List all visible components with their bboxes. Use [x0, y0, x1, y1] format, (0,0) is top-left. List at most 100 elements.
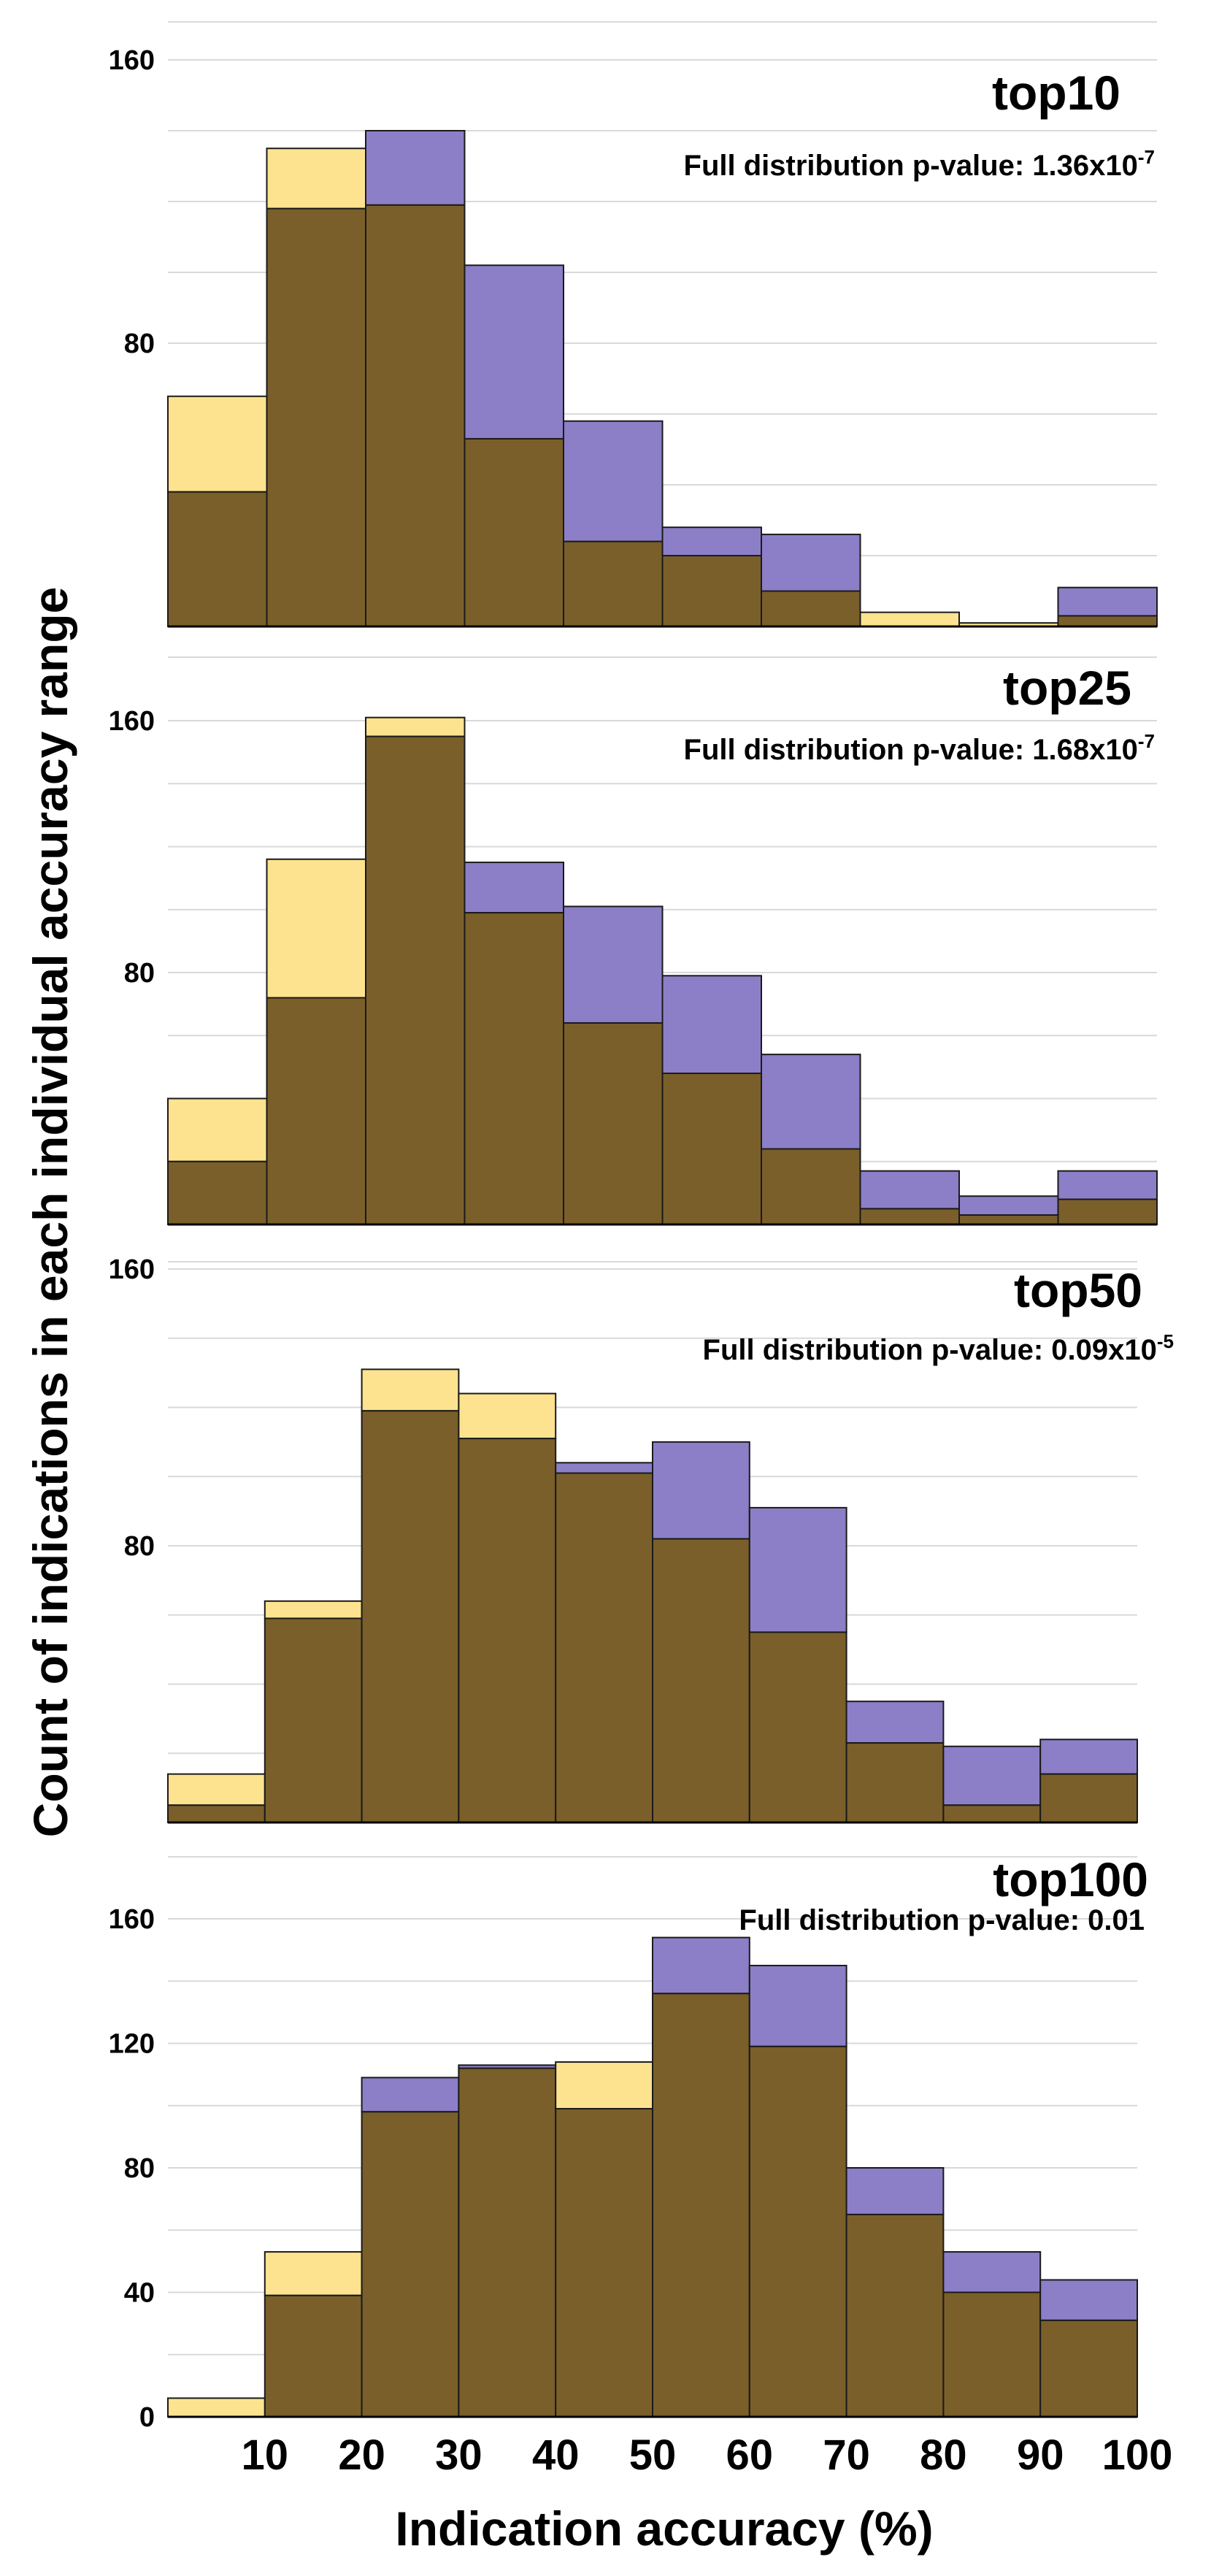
bar-overlap-90-100 [1057, 1198, 1158, 1225]
panel-title: top100 [993, 1852, 1148, 1906]
bar-purple-80-90 [942, 2251, 1042, 2293]
bar-purple-30-40 [464, 862, 564, 914]
bar-purple-70-80 [845, 2167, 945, 2215]
y-tick-label: 80 [124, 2153, 155, 2184]
bar-overlap-0-10 [167, 491, 268, 628]
bar-purple-20-30 [361, 2077, 460, 2113]
bar-overlap-80-90 [958, 1214, 1059, 1225]
bar-purple-60-70 [761, 533, 861, 592]
bar-overlap-70-80 [845, 1742, 945, 1824]
bar-overlap-30-40 [458, 1438, 557, 1823]
bar-purple-50-60 [652, 1441, 750, 1540]
bar-purple-70-80 [845, 1701, 945, 1744]
p-value-label: Full distribution p-value: 1.68x10-7 [684, 730, 1155, 766]
y-tick-label: 0 [139, 2402, 155, 2433]
x-axis-label: Indication accuracy (%) [395, 2502, 933, 2556]
bar-overlap-40-50 [563, 1022, 664, 1225]
bar-purple-40-50 [555, 1462, 654, 1474]
bar-yellow-10-20 [264, 2251, 363, 2296]
bar-overlap-70-80 [845, 2213, 945, 2418]
bar-overlap-70-80 [859, 1208, 960, 1225]
bar-yellow-0-10 [167, 2397, 266, 2418]
bar-overlap-0-10 [167, 1804, 266, 1823]
bar-purple-60-70 [761, 1054, 861, 1150]
bar-yellow-10-20 [264, 1600, 363, 1619]
bar-overlap-10-20 [266, 997, 366, 1225]
x-tick-label: 10 [242, 2431, 289, 2479]
bar-purple-60-70 [748, 1964, 847, 2047]
bar-overlap-80-90 [942, 2291, 1042, 2418]
y-tick-label: 160 [109, 45, 155, 76]
y-tick-label: 160 [109, 1254, 155, 1285]
bar-overlap-60-70 [748, 1631, 847, 1823]
bar-yellow-70-80 [859, 611, 960, 627]
bar-overlap-30-40 [464, 437, 564, 627]
bar-purple-80-90 [942, 1745, 1042, 1806]
x-tick-label: 50 [629, 2431, 677, 2479]
x-tick-label: 90 [1017, 2431, 1064, 2479]
bar-overlap-60-70 [761, 1148, 861, 1225]
y-tick-label: 120 [109, 2029, 155, 2060]
bar-overlap-20-30 [361, 2111, 460, 2418]
bar-purple-90-100 [1057, 586, 1158, 617]
bar-yellow-20-30 [365, 716, 466, 737]
bar-purple-90-100 [1057, 1170, 1158, 1200]
bar-overlap-90-100 [1039, 2319, 1138, 2418]
panel-title: top50 [1014, 1263, 1142, 1317]
bar-yellow-30-40 [458, 1392, 557, 1440]
x-tick-label: 20 [338, 2431, 385, 2479]
bar-overlap-40-50 [555, 1472, 654, 1823]
bar-overlap-20-30 [365, 735, 466, 1225]
bar-overlap-50-60 [661, 1073, 762, 1225]
bar-yellow-0-10 [167, 1773, 266, 1806]
y-tick-label: 40 [124, 2278, 155, 2309]
x-tick-label: 100 [1102, 2431, 1173, 2479]
panel-top25: 80 160 top25 Full distribution p-value: 1.6… [109, 656, 1158, 1226]
x-tick-label: 40 [532, 2431, 580, 2479]
p-value-label: Full distribution p-value: 0.09x10-5 [703, 1330, 1174, 1366]
bar-overlap-10-20 [264, 1617, 363, 1824]
panel-top10: 80 160 top10 Full distribution p-value: 1.3… [109, 21, 1158, 628]
bar-purple-40-50 [563, 420, 664, 543]
x-ticks: 10 20 30 40 50 60 70 80 90 100 [242, 2431, 1173, 2479]
panels: 80 160 top10 Full distribution p-value: 1.3… [109, 21, 1174, 2433]
p-value-label: Full distribution p-value: 0.01 [739, 1904, 1145, 1936]
bar-overlap-30-40 [458, 2067, 557, 2418]
bar-overlap-40-50 [555, 2108, 654, 2418]
bar-overlap-10-20 [264, 2294, 363, 2418]
panel-title: top10 [992, 66, 1120, 120]
bar-yellow-20-30 [361, 1368, 460, 1412]
x-tick-label: 30 [435, 2431, 483, 2479]
x-tick-label: 70 [823, 2431, 870, 2479]
bar-overlap-80-90 [942, 1804, 1042, 1823]
bar-overlap-0-10 [167, 1160, 268, 1225]
bar-yellow-0-10 [167, 1097, 268, 1162]
x-tick-label: 80 [920, 2431, 967, 2479]
bar-purple-40-50 [563, 905, 664, 1024]
bar-overlap-20-30 [365, 204, 466, 628]
bar-purple-70-80 [859, 1170, 960, 1210]
bar-overlap-50-60 [652, 1538, 750, 1823]
bar-purple-60-70 [748, 1506, 847, 1633]
bar-yellow-0-10 [167, 395, 268, 493]
panel-top50: 80 160 top50 Full distribution p-value: 0.0… [109, 1254, 1174, 1824]
bar-overlap-60-70 [748, 2045, 847, 2418]
y-tick-label: 160 [109, 1904, 155, 1935]
bar-yellow-10-20 [266, 858, 366, 999]
panel-title: top25 [1003, 661, 1131, 715]
bar-purple-50-60 [661, 975, 762, 1074]
bar-purple-50-60 [652, 1936, 750, 1995]
bar-overlap-90-100 [1039, 1773, 1138, 1824]
bar-yellow-40-50 [555, 2061, 654, 2110]
y-tick-label: 160 [109, 706, 155, 737]
bar-purple-90-100 [1039, 2279, 1138, 2321]
bar-overlap-90-100 [1057, 615, 1158, 628]
x-tick-label: 60 [726, 2431, 774, 2479]
bar-overlap-10-20 [266, 207, 366, 627]
bar-purple-30-40 [464, 264, 564, 440]
bar-purple-80-90 [958, 1195, 1059, 1216]
p-value-label: Full distribution p-value: 1.36x10-7 [684, 146, 1155, 182]
bar-overlap-40-50 [563, 540, 664, 627]
